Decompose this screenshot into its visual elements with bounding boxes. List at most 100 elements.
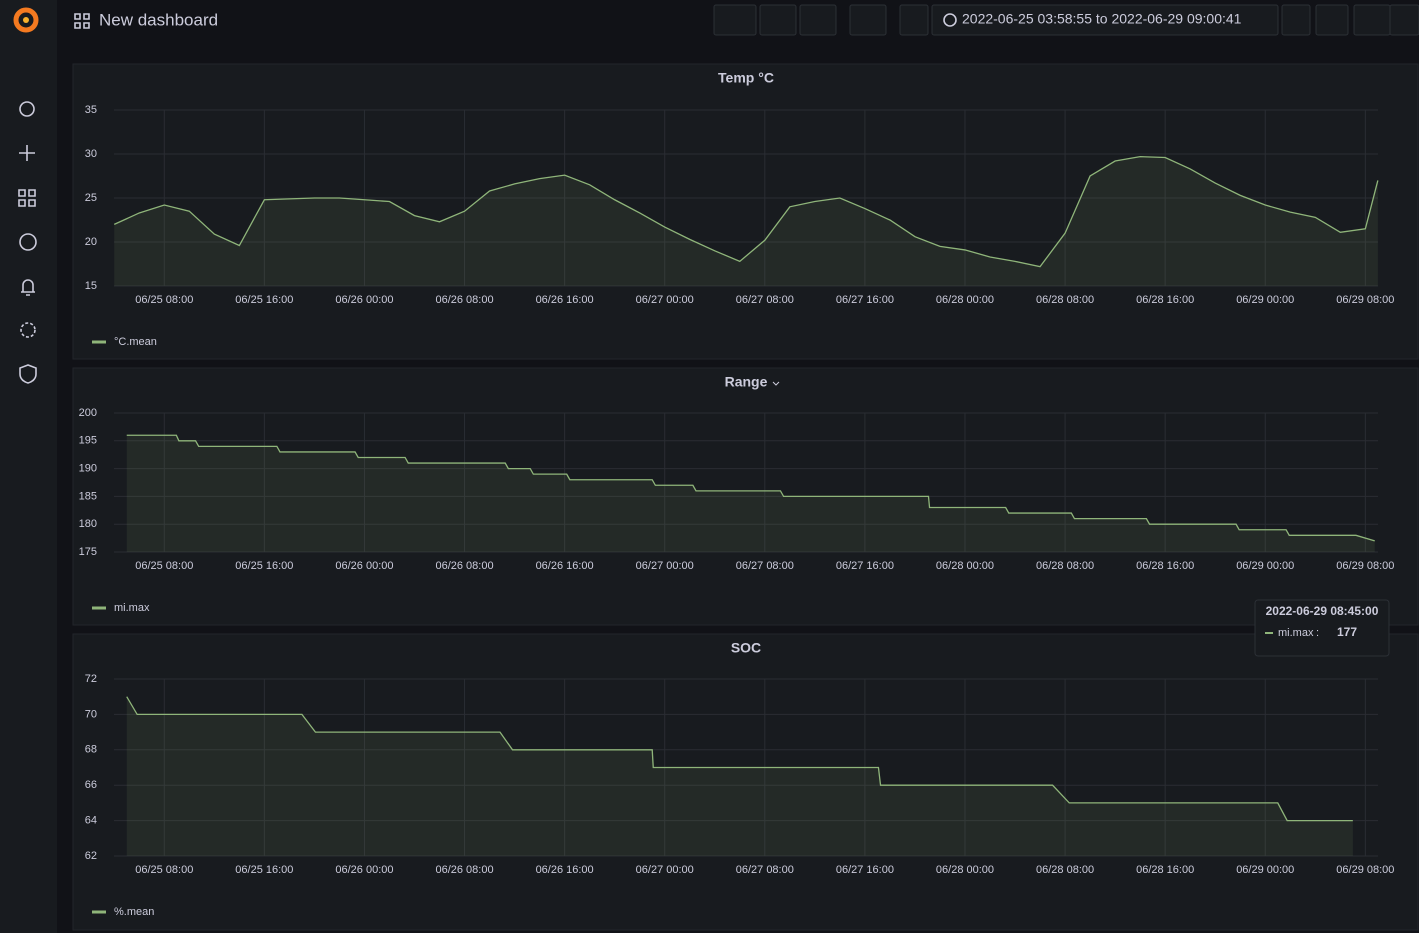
- panel: [72, 63, 1419, 360]
- panel-title: SOC: [731, 640, 761, 656]
- tooltip-value: 177: [1337, 625, 1357, 639]
- panel-title: Range: [725, 374, 768, 390]
- x-tick-label: 06/29 00:00: [1236, 864, 1294, 876]
- dashboards-icon[interactable]: [18, 189, 36, 207]
- x-tick-label: 06/29 00:00: [1236, 560, 1294, 572]
- alerting-icon[interactable]: [21, 279, 35, 296]
- legend-swatch: [92, 910, 106, 914]
- tooltip-swatch: [1265, 632, 1273, 634]
- y-tick-label: 15: [85, 280, 97, 292]
- add-panel-button[interactable]: [713, 4, 757, 36]
- x-tick-label: 06/28 16:00: [1136, 560, 1194, 572]
- x-tick-label: 06/25 16:00: [235, 560, 293, 572]
- refresh-interval-button[interactable]: [1389, 4, 1419, 36]
- y-tick-label: 72: [85, 673, 97, 685]
- y-tick-label: 200: [79, 407, 97, 419]
- grafana-logo[interactable]: [13, 7, 39, 33]
- dashboard-icon: [74, 13, 90, 29]
- x-tick-label: 06/27 00:00: [636, 294, 694, 306]
- x-tick-label: 06/26 08:00: [435, 560, 493, 572]
- save-button[interactable]: [759, 4, 797, 36]
- x-tick-label: 06/26 08:00: [435, 294, 493, 306]
- panel-menu-chevron: [772, 381, 780, 386]
- x-tick-label: 06/27 08:00: [736, 294, 794, 306]
- y-tick-label: 175: [79, 546, 97, 558]
- x-tick-label: 06/28 08:00: [1036, 560, 1094, 572]
- x-tick-label: 06/25 08:00: [135, 864, 193, 876]
- x-tick-label: 06/28 00:00: [936, 560, 994, 572]
- y-tick-label: 64: [85, 815, 97, 827]
- y-tick-label: 25: [85, 192, 97, 204]
- x-tick-label: 06/27 16:00: [836, 560, 894, 572]
- x-tick-label: 06/26 00:00: [335, 864, 393, 876]
- cycle-view-button[interactable]: [849, 4, 887, 36]
- x-tick-label: 06/29 08:00: [1336, 294, 1394, 306]
- x-tick-label: 06/25 16:00: [235, 294, 293, 306]
- y-tick-label: 20: [85, 236, 97, 248]
- y-tick-label: 66: [85, 779, 97, 791]
- x-tick-label: 06/26 16:00: [536, 864, 594, 876]
- y-tick-label: 195: [79, 435, 97, 447]
- x-tick-label: 06/26 16:00: [536, 294, 594, 306]
- x-tick-label: 06/28 16:00: [1136, 864, 1194, 876]
- x-tick-label: 06/29 08:00: [1336, 864, 1394, 876]
- panel-title: Temp °C: [718, 70, 774, 86]
- x-tick-label: 06/26 00:00: [335, 560, 393, 572]
- x-tick-label: 06/25 08:00: [135, 560, 193, 572]
- area-fill: [126, 696, 1353, 856]
- settings-button[interactable]: [799, 4, 837, 36]
- tooltip-time: 2022-06-29 08:45:00: [1266, 604, 1379, 618]
- x-tick-label: 06/27 08:00: [736, 864, 794, 876]
- x-tick-label: 06/26 16:00: [536, 560, 594, 572]
- x-tick-label: 06/27 00:00: [636, 560, 694, 572]
- dashboard-title[interactable]: New dashboard: [99, 10, 218, 29]
- time-range: 2022-06-25 03:58:55 to 2022-06-29 09:00:…: [962, 11, 1242, 27]
- x-tick-label: 06/28 08:00: [1036, 864, 1094, 876]
- zoom-out-button[interactable]: [1315, 4, 1349, 36]
- x-tick-label: 06/28 16:00: [1136, 294, 1194, 306]
- area-fill: [126, 435, 1375, 552]
- legend-label: mi.max: [114, 602, 150, 614]
- configuration-icon[interactable]: [20, 322, 36, 338]
- shift-forward-button[interactable]: [1281, 4, 1311, 36]
- x-tick-label: 06/28 00:00: [936, 294, 994, 306]
- tooltip-series: mi.max: [1278, 627, 1314, 639]
- x-tick-label: 06/27 08:00: [736, 560, 794, 572]
- x-tick-label: 06/29 00:00: [1236, 294, 1294, 306]
- explore-icon[interactable]: [19, 233, 37, 251]
- x-tick-label: 06/25 08:00: [135, 294, 193, 306]
- y-tick-label: 62: [85, 850, 97, 862]
- time-picker[interactable]: [931, 4, 1279, 36]
- x-tick-label: 06/27 00:00: [636, 864, 694, 876]
- x-tick-label: 06/26 08:00: [435, 864, 493, 876]
- series-line: [113, 155, 1379, 268]
- shift-back-button[interactable]: [899, 4, 929, 36]
- admin-icon[interactable]: [19, 364, 37, 384]
- legend-label: %.mean: [114, 906, 154, 918]
- panel: [72, 633, 1419, 931]
- x-tick-label: 06/25 16:00: [235, 864, 293, 876]
- x-tick-label: 06/28 08:00: [1036, 294, 1094, 306]
- legend-swatch: [92, 340, 106, 344]
- x-tick-label: 06/27 16:00: [836, 864, 894, 876]
- series-line: [126, 696, 1353, 822]
- area-fill: [114, 156, 1378, 286]
- clock-icon: [943, 13, 957, 27]
- y-tick-label: 68: [85, 744, 97, 756]
- y-tick-label: 180: [79, 518, 97, 530]
- tooltip: [1254, 599, 1390, 657]
- y-tick-label: 185: [79, 490, 97, 502]
- refresh-button[interactable]: [1353, 4, 1391, 36]
- legend-swatch: [92, 606, 106, 610]
- x-tick-label: 06/28 00:00: [936, 864, 994, 876]
- x-tick-label: 06/27 16:00: [836, 294, 894, 306]
- y-tick-label: 190: [79, 463, 97, 475]
- y-tick-label: 30: [85, 148, 97, 160]
- create-icon[interactable]: [19, 145, 35, 161]
- y-tick-label: 35: [85, 104, 97, 116]
- y-tick-label: 70: [85, 708, 97, 720]
- search-icon[interactable]: [19, 101, 35, 117]
- x-tick-label: 06/29 08:00: [1336, 560, 1394, 572]
- x-tick-label: 06/26 00:00: [335, 294, 393, 306]
